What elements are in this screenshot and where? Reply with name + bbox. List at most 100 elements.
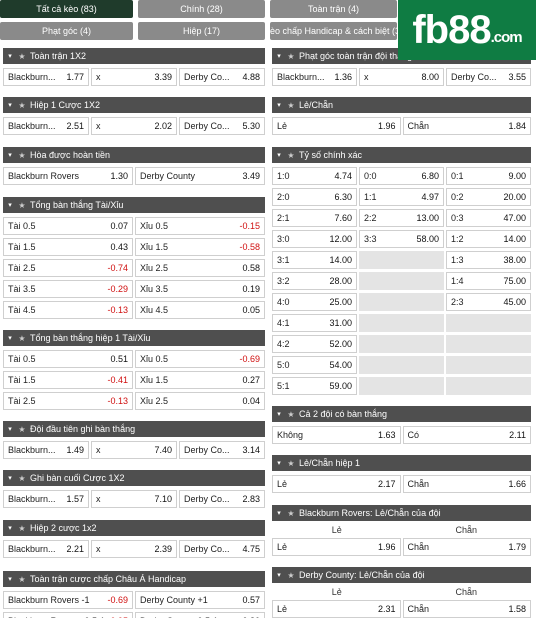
market-header[interactable]: ▾ ★ Lẻ/Chẵn xyxy=(272,97,531,113)
odds-cell[interactable]: Lẻ 2.17 xyxy=(272,475,401,493)
chevron-down-icon[interactable]: ▾ xyxy=(8,576,12,583)
odds-cell[interactable]: Derby County 3.49 xyxy=(135,167,265,185)
odds-cell[interactable]: Lẻ 1.96 xyxy=(272,117,401,135)
odds-cell[interactable]: Blackburn... 1.36 xyxy=(272,68,357,86)
odds-cell[interactable]: Chẵn 1.58 xyxy=(402,600,531,618)
star-icon[interactable]: ★ xyxy=(18,200,26,210)
odds-cell[interactable]: Tài 2.5 -0.13 xyxy=(3,392,133,410)
odds-cell[interactable]: Tài 1.5 0.43 xyxy=(3,238,133,256)
odds-cell[interactable]: x 3.39 xyxy=(91,68,177,86)
tab-1[interactable]: Chính (28) xyxy=(138,0,265,18)
odds-cell[interactable]: Derby County +1 0.57 xyxy=(135,591,265,609)
odds-cell[interactable]: Blackburn Rovers 1.30 xyxy=(3,167,133,185)
star-icon[interactable]: ★ xyxy=(18,424,26,434)
market-header[interactable]: ▾ ★ Hiệp 1 Cược 1X2 xyxy=(3,97,265,113)
chevron-down-icon[interactable]: ▾ xyxy=(8,53,12,60)
odds-cell[interactable]: x 8.00 xyxy=(359,68,444,86)
odds-cell[interactable]: 4:1 31.00 xyxy=(272,314,357,332)
odds-cell[interactable]: 1:2 14.00 xyxy=(446,230,531,248)
star-icon[interactable]: ★ xyxy=(18,51,26,61)
star-icon[interactable]: ★ xyxy=(287,508,295,518)
odds-cell[interactable]: Tài 3.5 -0.29 xyxy=(3,280,133,298)
odds-cell[interactable]: Blackburn Rovers -1 -0.69 xyxy=(3,591,133,609)
odds-cell[interactable]: 1:0 4.74 xyxy=(272,167,357,185)
star-icon[interactable]: ★ xyxy=(287,458,295,468)
odds-cell[interactable]: Lẻ 1.96 xyxy=(272,538,401,556)
odds-cell[interactable]: 2:1 7.60 xyxy=(272,209,357,227)
odds-cell[interactable]: Derby County 0.5-1 0.80 xyxy=(135,612,265,618)
odds-cell[interactable]: 5:1 59.00 xyxy=(272,377,357,395)
market-header[interactable]: ▾ ★ Hiệp 2 cược 1x2 xyxy=(3,520,265,536)
odds-cell[interactable]: Chẵn 1.84 xyxy=(402,117,531,135)
odds-cell[interactable]: 1:3 38.00 xyxy=(446,251,531,269)
odds-cell[interactable]: 2:2 13.00 xyxy=(359,209,444,227)
odds-cell[interactable]: 0:0 6.80 xyxy=(359,167,444,185)
chevron-down-icon[interactable]: ▾ xyxy=(8,102,12,109)
star-icon[interactable]: ★ xyxy=(18,150,26,160)
market-header[interactable]: ▾ ★ Ghi bàn cuối Cược 1X2 xyxy=(3,470,265,486)
chevron-down-icon[interactable]: ▾ xyxy=(8,426,12,433)
odds-cell[interactable]: Derby Co... 3.14 xyxy=(179,441,265,459)
odds-cell[interactable]: Blackburn... 1.49 xyxy=(3,441,89,459)
odds-cell[interactable]: x 7.40 xyxy=(91,441,177,459)
odds-cell[interactable]: Xỉu 4.5 0.05 xyxy=(135,301,265,319)
market-header[interactable]: ▾ ★ Tỷ số chính xác xyxy=(272,147,531,163)
star-icon[interactable]: ★ xyxy=(18,523,26,533)
chevron-down-icon[interactable]: ▾ xyxy=(8,475,12,482)
star-icon[interactable]: ★ xyxy=(18,574,26,584)
odds-cell[interactable]: Xỉu 2.5 0.58 xyxy=(135,259,265,277)
chevron-down-icon[interactable]: ▾ xyxy=(277,510,281,517)
star-icon[interactable]: ★ xyxy=(287,409,295,419)
tab-4[interactable]: Phạt góc (4) xyxy=(0,22,133,40)
star-icon[interactable]: ★ xyxy=(287,51,295,61)
odds-cell[interactable]: 3:1 14.00 xyxy=(272,251,357,269)
odds-cell[interactable]: Chẵn 1.66 xyxy=(402,475,531,493)
odds-cell[interactable]: Không 1.63 xyxy=(272,426,401,444)
odds-cell[interactable]: Derby Co... 4.75 xyxy=(179,540,265,558)
odds-cell[interactable]: 4:0 25.00 xyxy=(272,293,357,311)
odds-cell[interactable]: 2:0 6.30 xyxy=(272,188,357,206)
odds-cell[interactable]: Xỉu 0.5 -0.15 xyxy=(135,217,265,235)
odds-cell[interactable]: Tài 0.5 0.07 xyxy=(3,217,133,235)
odds-cell[interactable]: 4:2 52.00 xyxy=(272,335,357,353)
chevron-down-icon[interactable]: ▾ xyxy=(277,152,281,159)
market-header[interactable]: ▾ ★ Derby County: Lẻ/Chẵn của đội xyxy=(272,567,531,583)
chevron-down-icon[interactable]: ▾ xyxy=(8,525,12,532)
odds-cell[interactable]: 5:0 54.00 xyxy=(272,356,357,374)
odds-cell[interactable]: Tài 2.5 -0.74 xyxy=(3,259,133,277)
star-icon[interactable]: ★ xyxy=(287,150,295,160)
market-header[interactable]: ▾ ★ Blackburn Rovers: Lẻ/Chẵn của đội xyxy=(272,505,531,521)
chevron-down-icon[interactable]: ▾ xyxy=(277,411,281,418)
odds-cell[interactable]: 0:2 20.00 xyxy=(446,188,531,206)
chevron-down-icon[interactable]: ▾ xyxy=(277,53,281,60)
odds-cell[interactable]: Xỉu 3.5 0.19 xyxy=(135,280,265,298)
odds-cell[interactable]: Xỉu 0.5 -0.69 xyxy=(135,350,265,368)
chevron-down-icon[interactable]: ▾ xyxy=(277,572,281,579)
star-icon[interactable]: ★ xyxy=(18,473,26,483)
odds-cell[interactable]: Tài 0.5 0.51 xyxy=(3,350,133,368)
market-header[interactable]: ▾ ★ Lẻ/Chẵn hiệp 1 xyxy=(272,455,531,471)
odds-cell[interactable]: Blackburn... 2.51 xyxy=(3,117,89,135)
odds-cell[interactable]: Lẻ 2.31 xyxy=(272,600,401,618)
odds-cell[interactable]: 1:4 75.00 xyxy=(446,272,531,290)
odds-cell[interactable]: x 2.39 xyxy=(91,540,177,558)
chevron-down-icon[interactable]: ▾ xyxy=(8,152,12,159)
odds-cell[interactable]: x 2.02 xyxy=(91,117,177,135)
market-header[interactable]: ▾ ★ Cả 2 đội có bàn thắng xyxy=(272,406,531,422)
tab-5[interactable]: Hiệp (17) xyxy=(138,22,265,40)
odds-cell[interactable]: Xỉu 1.5 0.27 xyxy=(135,371,265,389)
tab-0[interactable]: Tất cả kèo (83) xyxy=(0,0,133,18)
market-header[interactable]: ▾ ★ Toàn trận 1X2 xyxy=(3,48,265,64)
odds-cell[interactable]: Xỉu 1.5 -0.58 xyxy=(135,238,265,256)
star-icon[interactable]: ★ xyxy=(287,570,295,580)
odds-cell[interactable]: Blackburn... 1.77 xyxy=(3,68,89,86)
odds-cell[interactable]: 3:0 12.00 xyxy=(272,230,357,248)
chevron-down-icon[interactable]: ▾ xyxy=(8,202,12,209)
odds-cell[interactable]: 3:3 58.00 xyxy=(359,230,444,248)
market-header[interactable]: ▾ ★ Hòa được hoàn tiền xyxy=(3,147,265,163)
market-header[interactable]: ▾ ★ Tổng bàn thắng Tài/Xỉu xyxy=(3,197,265,213)
odds-cell[interactable]: 1:1 4.97 xyxy=(359,188,444,206)
odds-cell[interactable]: 3:2 28.00 xyxy=(272,272,357,290)
odds-cell[interactable]: Derby Co... 5.30 xyxy=(179,117,265,135)
chevron-down-icon[interactable]: ▾ xyxy=(8,335,12,342)
